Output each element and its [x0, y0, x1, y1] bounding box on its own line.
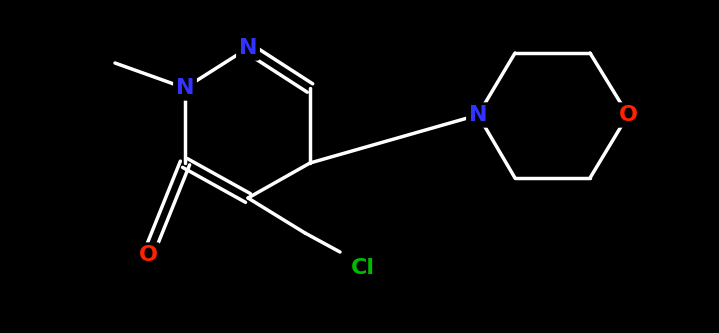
Text: O: O [618, 105, 638, 125]
Text: N: N [175, 78, 194, 98]
Text: N: N [239, 38, 257, 58]
Text: Cl: Cl [351, 258, 375, 278]
Text: N: N [469, 105, 487, 125]
Text: O: O [139, 245, 157, 265]
